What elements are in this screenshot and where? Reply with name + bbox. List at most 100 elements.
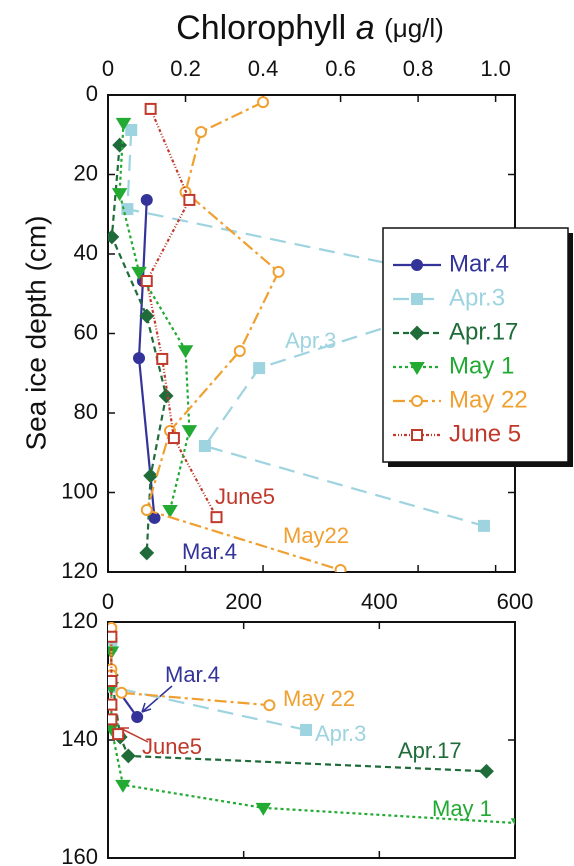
marker: [195, 125, 208, 138]
y-tick-label: 60: [74, 319, 98, 344]
marker: [108, 675, 118, 687]
y-tick-label: 80: [74, 399, 98, 424]
marker: [411, 429, 423, 441]
marker: [112, 728, 125, 741]
marker: [263, 699, 276, 712]
marker: [411, 259, 423, 271]
marker: [108, 713, 118, 726]
marker: [140, 503, 153, 516]
marker: [115, 117, 132, 131]
marker: [143, 468, 159, 484]
x-tick-label: 0.6: [325, 56, 356, 81]
series-line: [110, 144, 168, 553]
marker: [411, 395, 423, 407]
marker: [125, 123, 138, 136]
marker: [409, 325, 425, 341]
marker: [272, 265, 285, 278]
series-line: [145, 108, 218, 518]
x-tick-label: 1.0: [480, 56, 511, 81]
title-symbol: a: [356, 9, 375, 47]
y-tick-label: 20: [74, 160, 98, 185]
title-unit: (μg/l): [384, 13, 444, 43]
series-group: [108, 622, 515, 826]
marker: [411, 293, 423, 305]
legend-label: June 5: [449, 420, 521, 447]
marker: [255, 802, 272, 816]
marker: [198, 439, 211, 452]
marker: [115, 686, 128, 699]
marker: [133, 352, 146, 365]
annotation: May 1: [432, 796, 492, 821]
marker: [177, 345, 194, 359]
title-text: Chlorophyll: [176, 9, 346, 47]
y-tick-label: 120: [61, 608, 98, 633]
marker: [156, 352, 169, 365]
annotation: Apr.17: [398, 738, 462, 763]
legend-label: Apr.17: [449, 318, 518, 345]
series-line: [118, 122, 191, 511]
marker: [148, 511, 161, 524]
x-tick-label: 0: [102, 589, 114, 614]
marker: [139, 308, 155, 324]
x-tick-label: 0.2: [170, 56, 201, 81]
annotation: Mar.4: [182, 539, 237, 564]
marker: [112, 137, 128, 153]
marker: [140, 193, 153, 206]
x-tick-label: 400: [361, 589, 398, 614]
annotation: May22: [283, 523, 349, 548]
y-tick-label: 120: [61, 558, 98, 583]
marker: [162, 504, 178, 518]
x-tick-label: 600: [497, 589, 534, 614]
marker: [131, 266, 147, 280]
marker: [111, 188, 128, 202]
y-axis-label: Sea ice depth (cm): [20, 216, 51, 451]
series-line: [126, 129, 512, 527]
series-line: [145, 101, 341, 572]
legend-label: Apr.3: [449, 284, 505, 311]
annotation: June5: [215, 484, 275, 509]
marker: [409, 362, 425, 375]
marker: [158, 388, 174, 404]
legend-label: May 22: [449, 386, 528, 413]
marker: [181, 425, 198, 439]
annotation: Apr.3: [315, 721, 366, 746]
marker: [121, 203, 134, 216]
marker: [139, 545, 155, 561]
y-tick-label: 0: [86, 81, 98, 106]
legend-label: Mar.4: [449, 250, 509, 277]
marker: [183, 193, 196, 206]
arrow: [141, 685, 173, 713]
y-tick-label: 160: [61, 844, 98, 866]
marker: [510, 818, 515, 826]
marker: [120, 748, 136, 764]
legend-label: May 1: [449, 352, 514, 379]
series-group: [108, 96, 514, 572]
marker: [210, 511, 223, 524]
marker: [108, 229, 120, 245]
marker: [257, 96, 270, 109]
marker: [108, 698, 118, 711]
marker: [334, 564, 347, 572]
marker: [300, 723, 313, 736]
y-tick-label: 140: [61, 726, 98, 751]
marker: [115, 779, 131, 793]
marker: [233, 344, 246, 357]
annotation: Mar.4: [165, 662, 220, 687]
x-tick-label: 0.8: [403, 56, 434, 81]
y-tick-label: 100: [61, 478, 98, 503]
marker: [144, 102, 157, 115]
x-tick-label: 200: [225, 589, 262, 614]
series-line: [110, 651, 515, 825]
marker: [131, 710, 144, 723]
annotation: May 22: [283, 686, 355, 711]
marker: [479, 763, 494, 779]
chart-title: Chlorophyll a (μg/l): [176, 9, 444, 47]
x-tick-label: 0: [102, 56, 114, 81]
x-tick-label: 0.4: [248, 56, 279, 81]
marker: [108, 630, 118, 643]
series-line: [137, 199, 156, 519]
marker: [253, 362, 266, 375]
y-tick-label: 40: [74, 240, 98, 265]
annotation: Apr.3: [285, 328, 336, 353]
marker: [167, 432, 180, 445]
